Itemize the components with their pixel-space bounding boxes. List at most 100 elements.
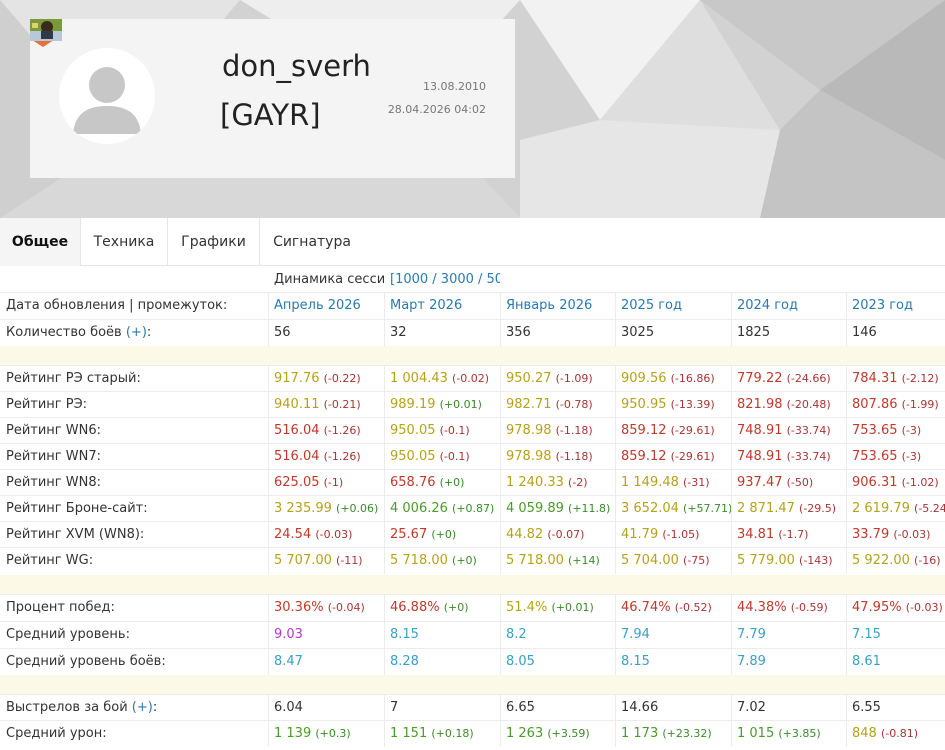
table-cell: 989.19 (+0.01)	[384, 392, 500, 418]
cell-value: 1 139	[274, 726, 312, 741]
table-cell: 5 718.00 (+14)	[500, 548, 615, 574]
cell-value: 784.31	[852, 371, 898, 386]
table-cell: 3 652.04 (+57.71)	[615, 496, 731, 522]
table-cell: 516.04 (-1.26)	[268, 444, 384, 470]
expand-link[interactable]: (+)	[131, 700, 153, 715]
cell-value: 4 059.89	[506, 501, 564, 516]
clan-emblem-icon[interactable]	[30, 19, 62, 41]
table-cell: 8.15	[615, 649, 731, 675]
clan-tag[interactable]: [GAYR]	[220, 98, 321, 132]
column-header[interactable]: 2024 год	[731, 293, 846, 319]
table-cell: 753.65 (-3)	[846, 444, 945, 470]
cell-value: 848	[852, 726, 877, 741]
column-header[interactable]: 2023 год	[846, 293, 945, 319]
cell-delta: (+0)	[431, 528, 457, 541]
table-cell: 7	[384, 695, 500, 721]
cell-value: 6.04	[274, 700, 303, 715]
cell-value: 950.27	[506, 371, 552, 386]
cell-value: 5 718.00	[506, 553, 564, 568]
cell-value: 978.98	[506, 449, 552, 464]
table-cell: 516.04 (-1.26)	[268, 418, 384, 444]
table-cell: 46.74% (-0.52)	[615, 595, 731, 621]
cell-value: 8.61	[852, 654, 881, 669]
table-cell: 33.79 (-0.03)	[846, 522, 945, 548]
cell-value: 753.65	[852, 449, 898, 464]
expand-link[interactable]: (+)	[125, 325, 147, 340]
cell-value: 5 718.00	[390, 553, 448, 568]
table-row: Процент побед: 30.36% (-0.04) 46.88% (+0) 5…	[0, 594, 945, 621]
table-cell: 6.04	[268, 695, 384, 721]
cell-value: 6.65	[506, 700, 535, 715]
profile-card: don_sverh [GAYR] 13.08.2010 28.04.2026 0…	[30, 19, 515, 178]
tab-general[interactable]: Общее	[0, 218, 80, 266]
tab-vehicles[interactable]: Техника	[93, 234, 155, 250]
table-cell: 146	[846, 320, 945, 346]
table-cell: 658.76 (+0)	[384, 470, 500, 496]
cell-value: 5 922.00	[852, 553, 910, 568]
table-cell: 34.81 (-1.7)	[731, 522, 846, 548]
table-cell: 4 059.89 (+11.8)	[500, 496, 615, 522]
cell-delta: (-0.03)	[893, 528, 931, 541]
row-label: Процент побед:	[6, 600, 115, 615]
cell-delta: (-5.24)	[914, 502, 945, 515]
cell-delta: (+0.87)	[452, 502, 495, 515]
table-cell: 909.56 (-16.86)	[615, 366, 731, 392]
table-cell: 9.03	[268, 622, 384, 648]
cell-delta: (+0.06)	[336, 502, 379, 515]
row-label: Рейтинг РЭ старый:	[6, 371, 141, 386]
column-header[interactable]: Апрель 2026	[268, 293, 384, 319]
profile-banner: don_sverh [GAYR] 13.08.2010 28.04.2026 0…	[0, 0, 945, 218]
table-cell: 950.95 (-13.39)	[615, 392, 731, 418]
cell-delta: (+14)	[568, 554, 600, 567]
table-cell: 5 779.00 (-143)	[731, 548, 846, 574]
cell-value: 950.05	[390, 423, 436, 438]
table-row: Рейтинг РЭ: 940.11 (-0.21) 989.19 (+0.01) 9…	[0, 391, 945, 418]
table-cell: 784.31 (-2.12)	[846, 366, 945, 392]
cell-value: 658.76	[390, 475, 436, 490]
cell-delta: (-11)	[336, 554, 363, 567]
table-cell: 41.79 (-1.05)	[615, 522, 731, 548]
column-header[interactable]: Март 2026	[384, 293, 500, 319]
cell-value: 8.15	[621, 654, 650, 669]
table-cell: 32	[384, 320, 500, 346]
cell-value: 917.76	[274, 371, 320, 386]
table-cell: 24.54 (-0.03)	[268, 522, 384, 548]
section-separator	[0, 346, 945, 365]
cell-value: 32	[390, 325, 407, 340]
cell-value: 34.81	[737, 527, 775, 542]
cell-value: 56	[274, 325, 291, 340]
cell-delta: (-0.04)	[327, 601, 365, 614]
session-dynamics-links[interactable]: [1000 / 3000 / 5000]	[390, 272, 500, 287]
row-label: Дата обновления | промежуток:	[6, 298, 228, 313]
cell-value: 8.28	[390, 654, 419, 669]
tab-charts[interactable]: Графики	[181, 234, 246, 250]
cell-delta: (-0.1)	[439, 424, 470, 437]
table-cell: 848 (-0.81)	[846, 721, 945, 747]
cell-delta: (-75)	[683, 554, 710, 567]
cell-value: 7	[390, 700, 399, 715]
cell-delta: (+3.85)	[778, 727, 821, 740]
table-cell: 44.82 (-0.07)	[500, 522, 615, 548]
cell-delta: (-29.61)	[670, 424, 715, 437]
cell-value: 950.05	[390, 449, 436, 464]
cell-value: 356	[506, 325, 531, 340]
default-avatar-icon	[73, 67, 141, 134]
table-cell: 8.15	[384, 622, 500, 648]
tab-signature[interactable]: Сигнатура	[273, 234, 351, 250]
avatar	[59, 48, 155, 144]
cell-delta: (-0.07)	[547, 528, 585, 541]
row-label: Рейтинг WN6:	[6, 423, 101, 438]
username: don_sverh	[222, 49, 371, 83]
table-cell: 14.66	[615, 695, 731, 721]
table-row: Рейтинг WN6: 516.04 (-1.26) 950.05 (-0.1) 9…	[0, 417, 945, 444]
section-separator	[0, 575, 945, 594]
cell-delta: (-33.74)	[786, 450, 831, 463]
cell-delta: (-0.02)	[452, 372, 490, 385]
column-header[interactable]: Январь 2026	[500, 293, 615, 319]
table-cell: 978.98 (-1.18)	[500, 418, 615, 444]
table-row: Средний урон: 1 139 (+0.3) 1 151 (+0.18) 1 …	[0, 720, 945, 747]
column-header[interactable]: 2025 год	[615, 293, 731, 319]
cell-value: 25.67	[390, 527, 428, 542]
table-cell: 859.12 (-29.61)	[615, 444, 731, 470]
cell-value: 8.05	[506, 654, 535, 669]
